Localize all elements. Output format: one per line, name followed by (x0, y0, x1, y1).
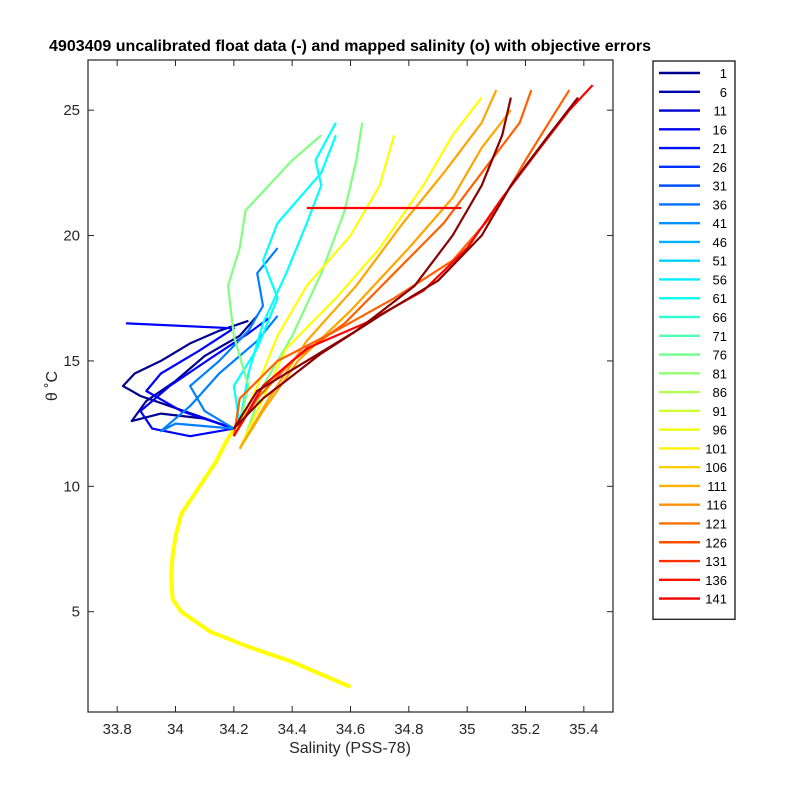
x-axis-label: Salinity (PSS-78) (289, 740, 411, 757)
legend-label-126: 126 (705, 535, 727, 550)
series-line-profile-101 (238, 89, 498, 450)
legend-label-81: 81 (713, 366, 727, 381)
deep-water-curve (169, 427, 352, 689)
legend-label-66: 66 (713, 310, 727, 325)
y-tick-label: 15 (63, 353, 80, 370)
x-tick-label: 34 (167, 721, 184, 738)
legend-label-46: 46 (713, 235, 727, 250)
x-tick-label: 35.2 (511, 721, 540, 738)
legend: 1611162126313641465156616671768186919610… (652, 60, 736, 621)
plot-lines (121, 84, 594, 689)
legend-label-131: 131 (705, 554, 727, 569)
legend-box (652, 60, 736, 621)
legend-label-111: 111 (707, 479, 727, 494)
legend-label-101: 101 (705, 441, 727, 456)
series-line-profile-136 (233, 96, 579, 430)
legend-label-141: 141 (705, 592, 727, 607)
series-line-profile-71 (226, 134, 323, 424)
x-tick-label: 35 (459, 721, 476, 738)
legend-label-41: 41 (713, 216, 727, 231)
legend-label-116: 116 (706, 498, 727, 513)
legend-label-26: 26 (713, 160, 727, 175)
legend-label-1: 1 (720, 66, 727, 81)
x-tick-label: 34.6 (336, 721, 365, 738)
y-tick-label: 20 (63, 228, 80, 245)
x-axis: 33.8 34 34.2 34.4 34.6 34.8 35 35.2 35.4 (103, 60, 598, 738)
legend-label-21: 21 (713, 141, 727, 156)
legend-label-96: 96 (713, 423, 727, 438)
series-line-profile-96 (238, 96, 483, 450)
legend-label-11: 11 (714, 104, 728, 119)
series-line-profile-76 (244, 122, 364, 437)
legend-label-31: 31 (713, 179, 727, 194)
legend-label-51: 51 (713, 254, 727, 269)
legend-label-71: 71 (713, 329, 727, 344)
x-tick-label: 34.4 (278, 721, 307, 738)
series-line-profile-106 (238, 109, 512, 450)
legend-label-61: 61 (713, 291, 727, 306)
series-line-profile-111 (232, 89, 533, 437)
legend-label-76: 76 (713, 348, 727, 363)
legend-label-6: 6 (720, 85, 727, 100)
x-tick-label: 35.4 (569, 721, 598, 738)
legend-label-136: 136 (705, 573, 727, 588)
y-tick-label: 25 (63, 102, 80, 119)
series-line-profile-141 (232, 97, 512, 430)
legend-label-86: 86 (713, 385, 727, 400)
legend-label-106: 106 (705, 460, 727, 475)
legend-label-121: 121 (705, 516, 727, 531)
y-axis-label: θ ˚C (44, 371, 61, 401)
series-line-profile-51 (189, 247, 279, 430)
series-line-profile-61 (232, 134, 337, 424)
x-tick-label: 34.8 (394, 721, 423, 738)
series-line-profile-121 (232, 89, 571, 437)
legend-label-16: 16 (713, 122, 727, 137)
legend-label-36: 36 (713, 197, 727, 212)
series-line-profile-66 (238, 122, 337, 424)
y-axis: 5 10 15 20 25 (63, 102, 613, 621)
x-tick-label: 34.2 (219, 721, 248, 738)
chart-title: 4903409 uncalibrated float data (-) and … (49, 38, 651, 55)
legend-label-56: 56 (713, 272, 727, 287)
series-line-profile-11 (130, 315, 259, 430)
y-tick-label: 10 (63, 478, 80, 495)
x-tick-label: 33.8 (103, 721, 132, 738)
y-tick-label: 5 (72, 604, 80, 621)
series-line-profile-86 (232, 134, 396, 437)
legend-label-91: 91 (713, 404, 727, 419)
